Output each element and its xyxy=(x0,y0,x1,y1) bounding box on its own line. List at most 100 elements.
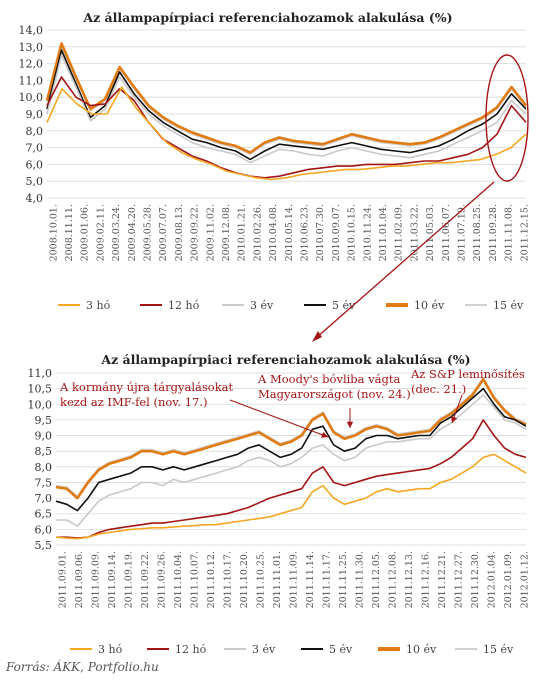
x-tick-label: 2011.12.21. xyxy=(437,551,448,608)
y-tick-label: 6,0 xyxy=(35,523,53,536)
x-tick-label: 2010.11.24. xyxy=(362,204,373,261)
x-tick-label: 2011.01.04. xyxy=(378,204,389,261)
y-tick-label: 14,0 xyxy=(19,24,44,37)
series-line-5ev xyxy=(55,387,527,512)
zoom-arrow xyxy=(312,181,495,342)
x-tick-label: 2012.01.04. xyxy=(486,551,497,608)
x-tick-label: 2009.04.20. xyxy=(127,204,138,261)
x-tick-label: 2011.11.17. xyxy=(321,551,332,608)
x-tick-label: 2010.02.26. xyxy=(252,204,263,261)
x-tick-label: 2011.10.25. xyxy=(255,551,266,608)
x-tick-label: 2009.05.28. xyxy=(143,204,154,261)
legend-label-3ev: 3 év xyxy=(252,643,276,656)
series-line-10ev xyxy=(55,378,527,500)
y-tick-label: 11,0 xyxy=(19,74,44,87)
annotation-text: Az S&P leminősítés xyxy=(410,367,525,381)
y-tick-label: 8,5 xyxy=(35,445,53,458)
y-tick-label: 4,0 xyxy=(26,192,44,205)
x-tick-label: 2010.09.07. xyxy=(331,204,342,261)
y-tick-label: 6,0 xyxy=(26,158,44,171)
legend-label-10ev: 10 év xyxy=(414,299,445,312)
x-tick-label: 2011.08.25. xyxy=(472,204,483,261)
x-tick-label: 2011.06.07. xyxy=(441,204,452,261)
annotation-arrowhead xyxy=(321,431,328,438)
x-tick-label: 2011.09.19. xyxy=(123,551,134,608)
x-tick-label: 2011.10.04. xyxy=(173,551,184,608)
x-tick-label: 2011.10.12. xyxy=(206,551,217,608)
x-tick-label: 2011.09.28. xyxy=(488,204,499,261)
x-tick-label: 2010.01.21. xyxy=(237,204,248,261)
x-tick-label: 2011.02.09. xyxy=(394,204,405,261)
annotation-text: A kormány újra tárgyalásokat xyxy=(59,380,234,394)
x-tick-label: 2011.10.07. xyxy=(189,551,200,608)
annotation-text: kezd az IMF-fel (nov. 17.) xyxy=(60,395,208,409)
x-tick-label: 2009.08.13. xyxy=(174,204,185,261)
legend-label-15ev: 15 év xyxy=(493,299,524,312)
x-tick-label: 2009.12.08. xyxy=(221,204,232,261)
x-tick-label: 2011.09.14. xyxy=(107,551,118,608)
x-tick-label: 2011.05.03. xyxy=(425,204,436,261)
highlight-ellipse xyxy=(485,54,529,182)
y-tick-label: 9,0 xyxy=(35,430,53,443)
y-tick-label: 9,0 xyxy=(26,108,44,121)
x-tick-label: 2010.10.15. xyxy=(347,204,358,261)
legend-label-12ho: 12 hó xyxy=(175,643,207,656)
x-tick-label: 2011.11.25. xyxy=(338,551,349,608)
series-line-3ho xyxy=(46,86,527,181)
x-tick-label: 2009.02.11. xyxy=(95,204,106,261)
x-tick-label: 2009.11.02. xyxy=(205,204,216,261)
x-tick-label: 2011.12.05. xyxy=(371,551,382,608)
y-tick-label: 8,0 xyxy=(35,461,53,474)
annotation-arrowhead xyxy=(451,416,458,423)
chart-2: Az állampapírpiaci referenciahozamok ala… xyxy=(28,352,531,656)
chart-1-title: Az állampapírpiaci referenciahozamok ala… xyxy=(82,10,452,25)
x-tick-label: 2008.11.11. xyxy=(64,204,75,261)
x-tick-label: 2009.07.07. xyxy=(158,204,169,261)
x-tick-label: 2011.09.01. xyxy=(57,551,68,608)
legend-label-3ev: 3 év xyxy=(250,299,274,312)
chart-2-title: Az állampapírpiaci referenciahozamok ala… xyxy=(100,352,470,367)
legend-label-15ev: 15 év xyxy=(483,643,514,656)
x-tick-label: 2011.09.22. xyxy=(140,551,151,608)
x-tick-label: 2010.05.14. xyxy=(284,204,295,261)
x-tick-label: 2011.11.01. xyxy=(272,551,283,608)
source-note: Forrás: ÁKK, Portfolio.hu xyxy=(6,660,159,674)
x-tick-label: 2011.09.06. xyxy=(74,551,85,608)
x-tick-label: 2011.11.09. xyxy=(288,551,299,608)
x-tick-label: 2011.09.26. xyxy=(156,551,167,608)
annotation-text: Magyarországot (nov. 24.) xyxy=(258,387,411,401)
chart-1: Az állampapírpiaci referenciahozamok ala… xyxy=(19,10,531,312)
x-tick-label: 2011.12.15. xyxy=(519,204,530,261)
x-tick-label: 2010.04.08. xyxy=(268,204,279,261)
x-tick-label: 2010.06.23. xyxy=(300,204,311,261)
annotation-arrowhead xyxy=(346,421,354,428)
legend-label-3ho: 3 hó xyxy=(98,643,123,656)
series-line-5ev xyxy=(46,49,527,161)
annotation-text: A Moody's bóvliba vágta xyxy=(257,372,401,386)
x-tick-label: 2011.09.09. xyxy=(90,551,101,608)
y-tick-label: 9,5 xyxy=(35,414,53,427)
legend-label-3ho: 3 hó xyxy=(86,299,111,312)
y-tick-label: 12,0 xyxy=(19,58,44,71)
x-tick-label: 2011.10.20. xyxy=(239,551,250,608)
x-tick-label: 2011.12.27. xyxy=(453,551,464,608)
x-tick-label: 2011.11.08. xyxy=(504,204,515,261)
x-tick-label: 2010.07.30. xyxy=(315,204,326,261)
x-tick-label: 2011.11.14. xyxy=(305,551,316,608)
x-tick-label: 2009.03.24. xyxy=(111,204,122,261)
legend-label-5ev: 5 év xyxy=(329,643,353,656)
legend-label-12ho: 12 hó xyxy=(168,299,200,312)
y-tick-label: 5,0 xyxy=(26,175,44,188)
y-tick-label: 13,0 xyxy=(19,41,44,54)
x-tick-label: 2008.10.01. xyxy=(48,204,59,261)
y-tick-label: 11,0 xyxy=(28,367,53,380)
x-tick-label: 2009.09.22. xyxy=(190,204,201,261)
x-tick-label: 2009.01.06. xyxy=(80,204,91,261)
y-tick-label: 10,0 xyxy=(19,91,44,104)
series-line-10ev xyxy=(45,42,528,154)
x-tick-label: 2011.11.30. xyxy=(354,551,365,608)
x-tick-label: 2011.03.22. xyxy=(409,204,420,261)
y-tick-label: 7,5 xyxy=(35,476,53,489)
series-line-12ho xyxy=(56,419,527,539)
